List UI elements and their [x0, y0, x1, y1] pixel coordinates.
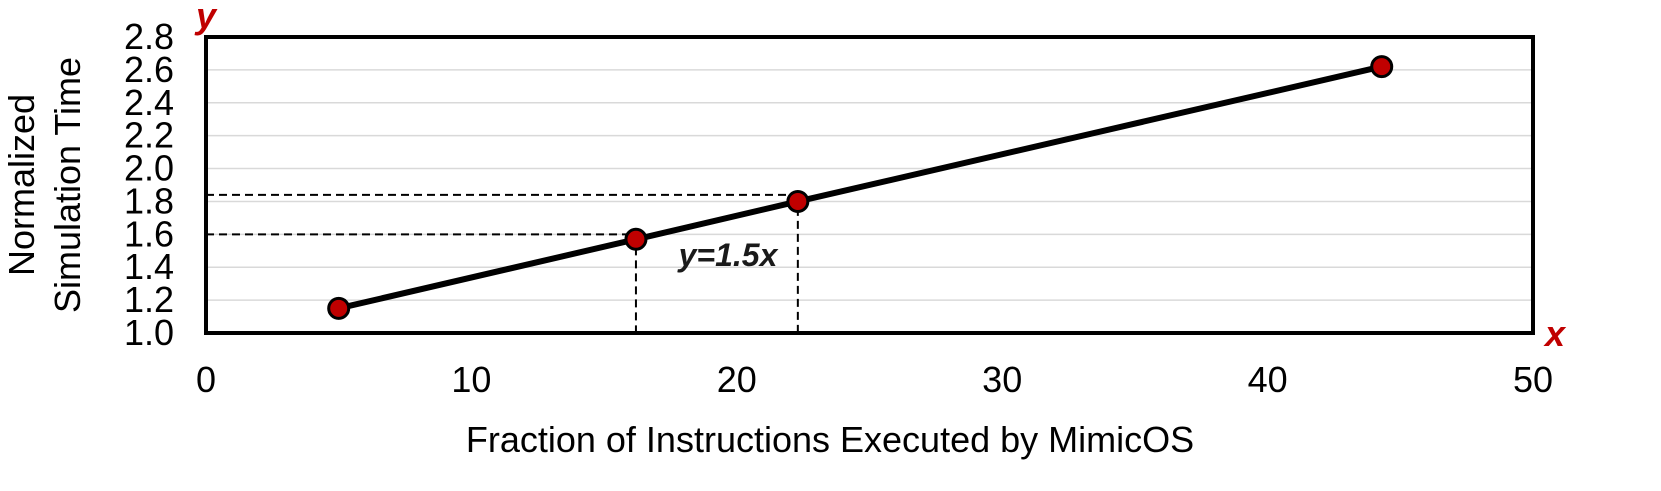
x-tick-label-4: 40 — [1248, 359, 1288, 400]
x-tick-label-0: 0 — [196, 359, 216, 400]
x-tick-labels: 0 10 20 30 40 50 — [196, 359, 1553, 400]
x-tick-label-1: 10 — [451, 359, 491, 400]
data-point-1 — [624, 227, 648, 251]
reference-lines — [206, 193, 799, 333]
series-line-0 — [338, 63, 1383, 312]
y-tick-label-6: 2.2 — [124, 115, 174, 156]
y-tick-label-1: 1.2 — [124, 279, 174, 320]
x-axis-letter: x — [1543, 313, 1567, 354]
data-point-3 — [1370, 55, 1394, 79]
y-tick-labels: 1.01.21.41.61.82.02.22.42.62.8 — [124, 16, 174, 353]
y-tick-label-5: 2.0 — [124, 148, 174, 189]
y-axis-letter: y — [194, 0, 218, 36]
y-tick-label-7: 2.4 — [124, 82, 174, 123]
y-tick-label-0: 1.0 — [124, 312, 174, 353]
x-tick-label-2: 20 — [717, 359, 757, 400]
y-tick-label-2: 1.4 — [124, 246, 174, 287]
y-axis-title-line1: Normalized — [1, 94, 42, 276]
y-tick-label-3: 1.6 — [124, 213, 174, 254]
series-line — [338, 63, 1383, 312]
y-tick-label-4: 1.8 — [124, 180, 174, 221]
y-tick-label-8: 2.6 — [124, 49, 174, 90]
plot-area-frame — [204, 35, 1535, 335]
data-point-0 — [327, 296, 351, 320]
y-axis-title-line2: Simulation Time — [47, 57, 88, 313]
x-tick-label-5: 50 — [1513, 359, 1553, 400]
x-tick-label-3: 30 — [982, 359, 1022, 400]
data-point-2 — [786, 189, 810, 213]
x-axis-title: Fraction of Instructions Executed by Mim… — [466, 419, 1194, 460]
y-tick-label-9: 2.8 — [124, 16, 174, 57]
annotation-label: y=1.5x — [677, 237, 779, 273]
data-points — [327, 55, 1394, 320]
